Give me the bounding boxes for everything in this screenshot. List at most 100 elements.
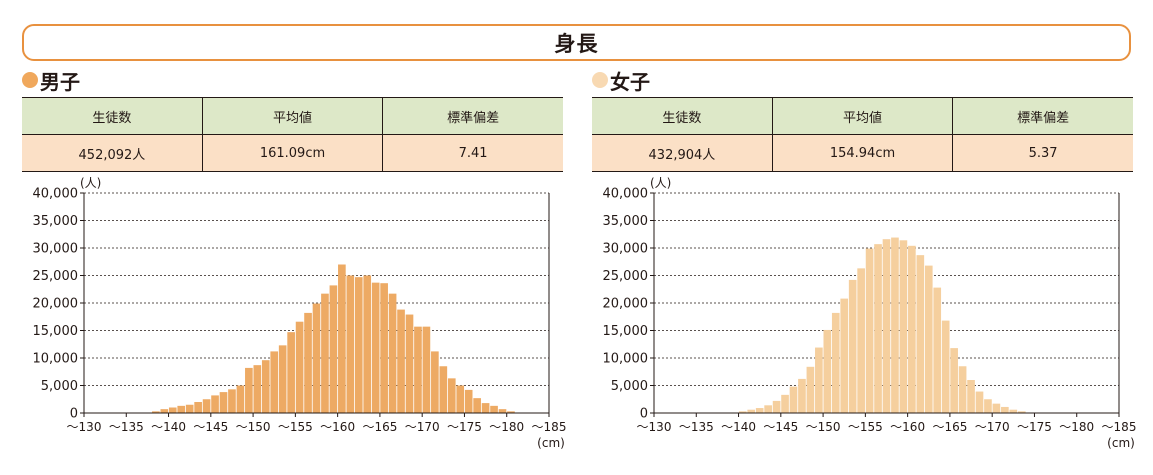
histogram-bar <box>857 268 865 413</box>
histogram-bar <box>202 399 211 413</box>
stats-header-sd: 標準偏差 <box>952 97 1133 135</box>
y-tick-label: 20,000 <box>33 297 79 312</box>
male-histogram: 0 5,000 10,000 15,000 20,000 25,000 30,000 35,0… <box>33 176 567 450</box>
histogram-bar <box>992 403 1001 413</box>
histogram-bar <box>755 408 764 413</box>
y-tick-label: 10,000 <box>33 352 79 367</box>
histogram-bar <box>958 366 967 413</box>
x-tick-label: 〜180 <box>1059 420 1094 434</box>
stats-header-sd: 標準偏差 <box>382 97 563 135</box>
histogram-bar <box>831 312 840 413</box>
histogram-bar <box>405 314 414 413</box>
histogram-bar <box>865 248 874 413</box>
x-tick-label: 〜170 <box>975 420 1010 434</box>
histogram-bar <box>439 366 448 413</box>
histogram-bar <box>312 303 321 413</box>
x-unit-label: (cm) <box>537 436 565 450</box>
histogram-bar <box>152 411 160 413</box>
female-stats-table: 生徒数 平均値 標準偏差 432,904人 154.94cm 5.37 <box>592 97 1133 172</box>
histogram-bar <box>219 392 228 413</box>
x-tick-label: 〜185 <box>1102 420 1137 434</box>
page-title: 身長 <box>554 31 599 56</box>
histogram-bar <box>916 255 925 413</box>
histogram-bar <box>772 400 781 413</box>
y-tick-label: 0 <box>640 407 648 422</box>
histogram-bar <box>304 312 312 413</box>
stats-value-count: 452,092人 <box>22 134 203 172</box>
histogram-bar <box>278 345 287 413</box>
histogram-bar <box>270 351 279 413</box>
x-tick-label: 〜155 <box>848 420 883 434</box>
histogram-bar <box>321 293 329 413</box>
x-tick-label: 〜175 <box>447 420 482 434</box>
x-tick-label: 〜180 <box>489 420 524 434</box>
histogram-bar <box>228 389 236 413</box>
female-histogram: 0 5,000 10,000 15,000 20,000 25,000 30,000 35,0… <box>603 176 1137 450</box>
histogram-bar <box>295 321 304 413</box>
x-tick-label: 〜185 <box>532 420 567 434</box>
x-unit-label: (cm) <box>1107 436 1135 450</box>
histogram-bar <box>287 332 295 413</box>
stats-header-mean: 平均値 <box>771 97 953 135</box>
stats-value-mean: 154.94cm <box>771 134 953 172</box>
y-unit-label: (人) <box>80 176 101 190</box>
x-tick-label: 〜175 <box>1017 420 1052 434</box>
histogram-bar <box>245 367 253 413</box>
histogram-bar <box>456 385 465 413</box>
y-tick-label: 15,000 <box>33 324 79 339</box>
histogram-bar <box>738 411 747 413</box>
x-tick-label: 〜140 <box>721 420 756 434</box>
histogram-bar <box>908 245 916 413</box>
histogram-bar <box>975 391 984 413</box>
histogram-bar <box>950 348 958 413</box>
title-banner: 身長 <box>22 24 1131 61</box>
x-tick-label: 〜130 <box>637 420 672 434</box>
histogram-bar <box>1017 411 1026 413</box>
histogram-bar <box>984 399 992 413</box>
histogram-bar <box>177 405 186 413</box>
male-stats-table: 生徒数 平均値 標準偏差 452,092人 161.09cm 7.41 <box>22 97 563 172</box>
histogram-bar <box>473 398 481 413</box>
histogram-bar <box>507 411 515 413</box>
x-tick-label: 〜165 <box>362 420 397 434</box>
female-panel: 女子 生徒数 平均値 標準偏差 432,904人 154.94cm 5.37 0… <box>590 66 1150 471</box>
histogram-bar <box>781 394 789 413</box>
histogram-bar <box>447 378 456 413</box>
y-tick-label: 30,000 <box>603 242 649 257</box>
x-tick-label: 〜130 <box>67 420 102 434</box>
x-tick-label: 〜165 <box>932 420 967 434</box>
histogram-bar <box>481 403 490 413</box>
y-tick-label: 40,000 <box>33 187 79 202</box>
stats-value-sd: 5.37 <box>952 134 1133 172</box>
x-tick-label: 〜170 <box>405 420 440 434</box>
histogram-bar <box>160 409 169 413</box>
male-heading-label: 男子 <box>40 69 80 94</box>
histogram-bar <box>798 378 806 413</box>
x-tick-label: 〜150 <box>806 420 841 434</box>
histogram-bar <box>431 351 439 413</box>
stats-header-count: 生徒数 <box>22 97 203 135</box>
histogram-bar <box>789 386 798 413</box>
y-tick-label: 35,000 <box>603 214 649 229</box>
histogram-bar <box>1001 406 1009 413</box>
y-tick-label: 5,000 <box>41 379 78 394</box>
x-tick-label: 〜135 <box>109 420 144 434</box>
y-tick-label: 15,000 <box>603 324 649 339</box>
stats-value-count: 432,904人 <box>592 134 773 172</box>
histogram-bar <box>967 380 975 413</box>
x-tick-label: 〜150 <box>236 420 271 434</box>
y-tick-label: 35,000 <box>33 214 79 229</box>
x-tick-label: 〜160 <box>890 420 925 434</box>
y-tick-label: 30,000 <box>33 242 79 257</box>
x-tick-label: 〜140 <box>151 420 186 434</box>
histogram-bar <box>874 244 882 413</box>
histogram-bar <box>397 309 405 413</box>
histogram-bar <box>891 237 899 413</box>
histogram-bar <box>380 283 388 413</box>
histogram-bar <box>899 240 908 413</box>
histogram-bar <box>236 385 245 413</box>
histogram-bar <box>490 405 498 413</box>
male-panel: 男子 生徒数 平均値 標準偏差 452,092人 161.09cm 7.41 0… <box>20 66 580 471</box>
histogram-bar <box>498 409 507 413</box>
histogram-bar <box>806 366 815 413</box>
